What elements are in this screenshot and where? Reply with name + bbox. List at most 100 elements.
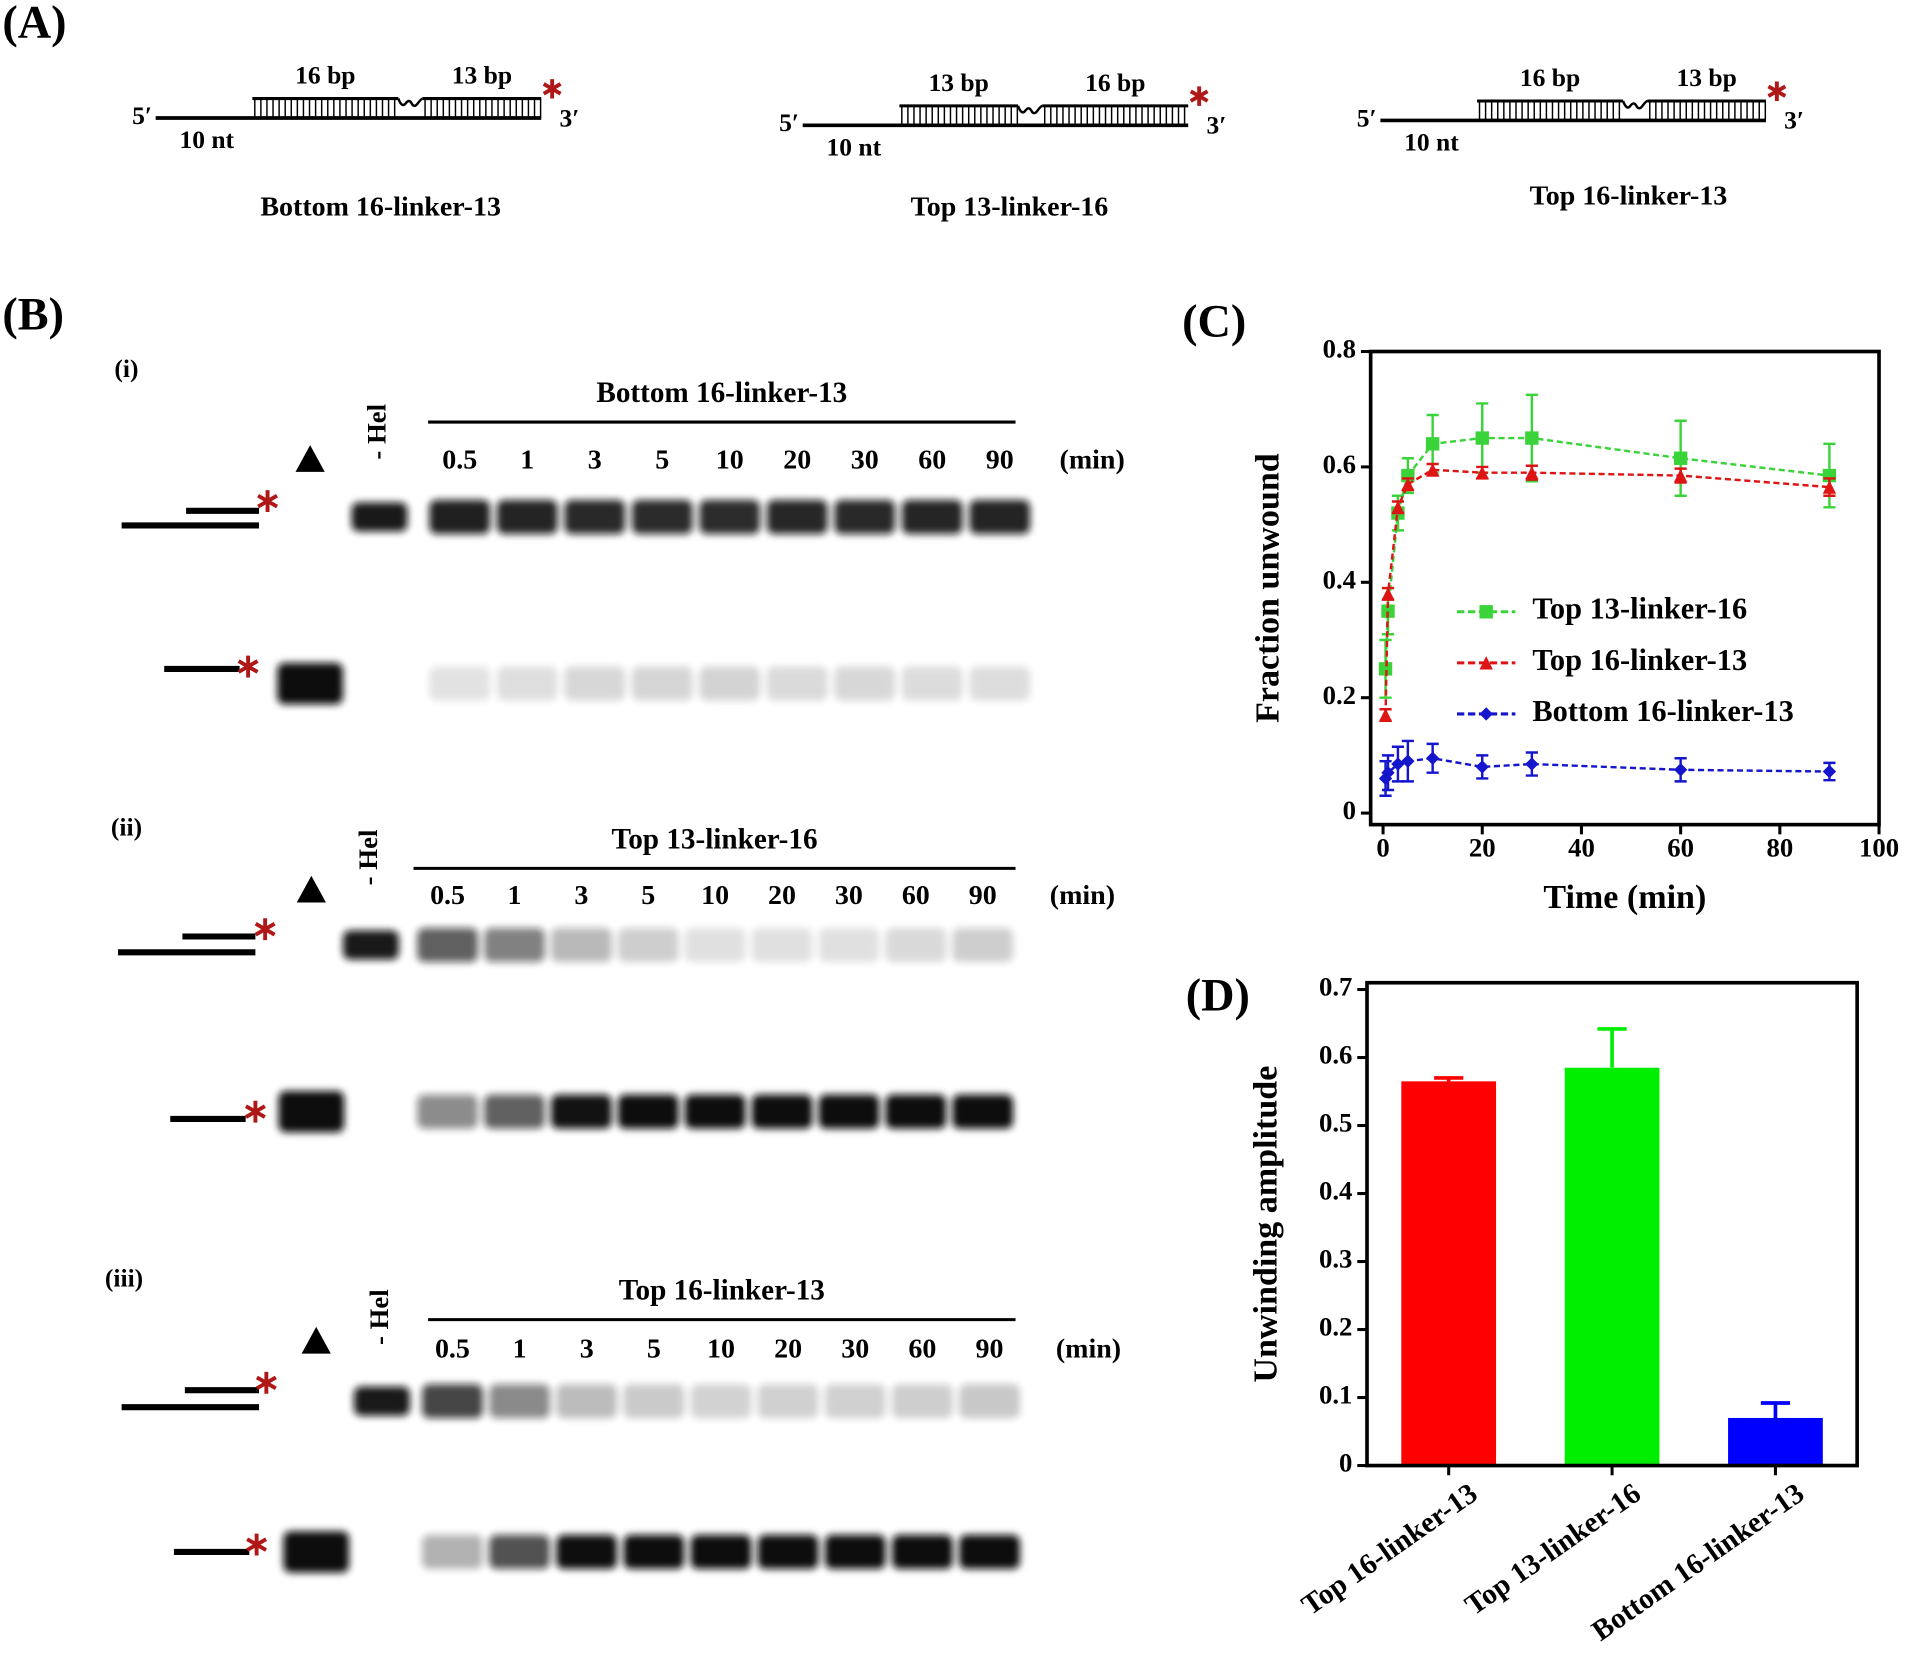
time-label: 60: [918, 445, 946, 476]
legend-label: Bottom 16-linker-13: [1532, 694, 1793, 728]
label-star: [1767, 81, 1787, 101]
bp-label: 13 bp: [452, 61, 512, 90]
y-tick-label: 0.5: [1319, 1108, 1352, 1138]
gel-band: [489, 1384, 550, 1419]
gel-label: (i): [114, 354, 138, 383]
gel-band: [564, 499, 626, 534]
data-point: [1425, 463, 1440, 477]
gel-band: [496, 666, 558, 701]
five-prime: 5′: [1357, 103, 1377, 132]
time-label: 60: [902, 880, 930, 911]
y-tick-label: 0.3: [1319, 1244, 1352, 1274]
gel-band: [751, 927, 813, 963]
data-point: [1378, 708, 1393, 722]
y-tick-label: 0.6: [1319, 1040, 1352, 1070]
data-point: [1822, 480, 1837, 494]
x-tick-label: 20: [1469, 832, 1496, 862]
time-unit: (min): [1050, 880, 1115, 911]
data-point: [1822, 764, 1837, 779]
gel-band: [422, 1534, 483, 1569]
data-point: [1475, 760, 1489, 774]
data-point: [1391, 500, 1405, 514]
data-point: [1381, 587, 1395, 601]
time-label: 20: [768, 880, 796, 911]
y-axis-label: Fraction unwound: [1250, 453, 1287, 723]
y-tick-label: 0.4: [1323, 564, 1356, 594]
label-star: [257, 490, 279, 513]
five-prime: 5′: [132, 101, 152, 130]
bar: [1401, 1081, 1497, 1466]
time-label: 0.5: [442, 445, 477, 476]
error-bar: [1434, 1076, 1464, 1082]
time-label: 30: [841, 1334, 869, 1365]
gel-band: [684, 927, 746, 963]
gel-background: [341, 480, 1028, 481]
gel-band: [550, 927, 612, 963]
time-unit: (min): [1056, 1334, 1121, 1365]
gel-band: [699, 666, 761, 701]
x-tick-label: 100: [1859, 832, 1899, 862]
label-star: [254, 918, 276, 941]
panel-label: (C): [1182, 296, 1246, 347]
data-point: [1525, 757, 1539, 771]
y-tick-label: 0.4: [1319, 1176, 1352, 1206]
time-label: 90: [976, 1334, 1004, 1365]
legend-marker: [1479, 605, 1493, 619]
control-label: - Hel: [364, 1289, 394, 1345]
bp-label: 13 bp: [929, 68, 989, 97]
gel-band: [342, 930, 399, 960]
x-tick-label: 60: [1667, 832, 1694, 862]
gel-band: [891, 1534, 953, 1569]
label-star: [244, 1100, 266, 1123]
gel-band: [617, 927, 679, 963]
x-tick-label: 80: [1766, 832, 1793, 862]
gel-band: [824, 1534, 886, 1569]
x-tick-label: 40: [1568, 832, 1595, 862]
plot-frame: [1365, 980, 1859, 1468]
gel-band: [351, 502, 408, 532]
time-label: 3: [588, 445, 602, 476]
gel-band: [564, 666, 626, 701]
gel-band: [422, 1384, 483, 1419]
data-point: [1391, 757, 1405, 771]
series-line: [1384, 468, 1830, 716]
label-star: [237, 655, 259, 678]
panel-label: (B): [2, 288, 64, 339]
linker: [1016, 104, 1043, 115]
gel-title: Bottom 16-linker-13: [596, 377, 847, 409]
label-star: [255, 1371, 277, 1394]
data-point: [1401, 477, 1415, 491]
gel-band: [901, 666, 963, 701]
time-label: 30: [851, 445, 879, 476]
y-tick-label: 0.6: [1323, 449, 1356, 479]
gel-band: [429, 499, 491, 534]
time-label: 1: [520, 445, 534, 476]
data-point: [1673, 763, 1688, 777]
data-point: [1525, 431, 1539, 445]
gel-band: [834, 666, 896, 701]
gel-band: [353, 1386, 410, 1416]
time-label: 1: [507, 880, 521, 911]
data-point: [1381, 604, 1395, 618]
gel-band: [824, 1384, 886, 1419]
data-point: [1425, 437, 1440, 451]
gel-band: [969, 666, 1031, 701]
marker-triangle: [296, 875, 326, 903]
bar: [1564, 1067, 1660, 1466]
time-label: 1: [513, 1334, 527, 1365]
control-label: - Hel: [362, 404, 392, 460]
time-label: 10: [707, 1334, 735, 1365]
time-label: 10: [701, 880, 729, 911]
gel-band: [952, 927, 1014, 963]
gel-band: [751, 1094, 813, 1129]
y-axis-label: Unwinding amplitude: [1247, 1066, 1284, 1383]
tail-length: 10 nt: [1404, 128, 1459, 157]
y-tick-label: 0.7: [1319, 972, 1352, 1002]
linker: [1621, 99, 1648, 110]
series-line: [1384, 757, 1830, 779]
time-label: 90: [986, 445, 1014, 476]
time-label: 5: [641, 880, 655, 911]
gel-band: [891, 1384, 953, 1419]
gel-band: [818, 927, 880, 963]
plot-frame: [1368, 349, 1881, 827]
